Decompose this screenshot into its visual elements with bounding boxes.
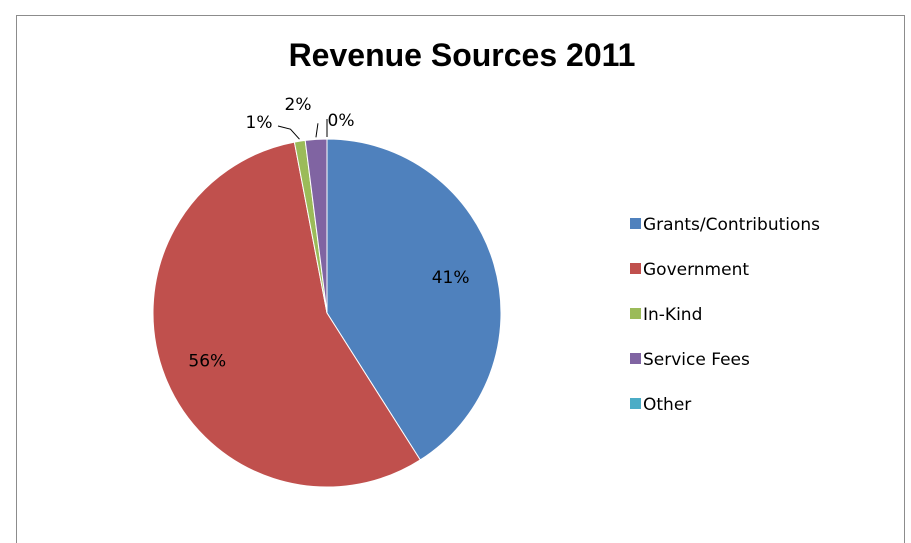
legend-item-other: Other [630, 395, 691, 415]
legend-swatch-in-kind [630, 308, 641, 319]
legend-swatch-government [630, 263, 641, 274]
leader-lines [277, 119, 328, 140]
legend: Grants/Contributions Government In-Kind Ser… [630, 215, 820, 415]
pie-slice-service-fees [304, 138, 328, 314]
data-label-service-fees: 2% [285, 95, 312, 115]
legend-item-grants-contributions: Grants/Contributions [630, 215, 820, 235]
legend-label-service-fees: Service Fees [643, 350, 750, 370]
legend-label-other: Other [643, 395, 691, 415]
leader-line-service-fees [315, 123, 319, 138]
legend-label-in-kind: In-Kind [643, 305, 702, 325]
legend-label-government: Government [643, 260, 749, 280]
legend-item-in-kind: In-Kind [630, 305, 702, 325]
pie-slice-government [152, 141, 421, 488]
legend-label-grants-contributions: Grants/Contributions [643, 215, 820, 235]
data-label-in-kind: 1% [246, 113, 273, 133]
leader-line-in-kind [277, 125, 300, 140]
chart-title: Revenue Sources 2011 [289, 37, 636, 73]
data-label-government: 56% [188, 351, 226, 371]
legend-item-government: Government [630, 260, 749, 280]
data-labels: 41% 56% 1% 2% 0% [188, 95, 469, 371]
legend-swatch-other [630, 398, 641, 409]
legend-swatch-grants-contributions [630, 218, 641, 229]
pie-slice-grants-contributions [326, 138, 502, 461]
pie-slices [152, 138, 502, 488]
data-label-grants-contributions: 41% [432, 268, 470, 288]
legend-item-service-fees: Service Fees [630, 350, 750, 370]
data-label-other: 0% [328, 111, 355, 131]
legend-swatch-service-fees [630, 353, 641, 364]
